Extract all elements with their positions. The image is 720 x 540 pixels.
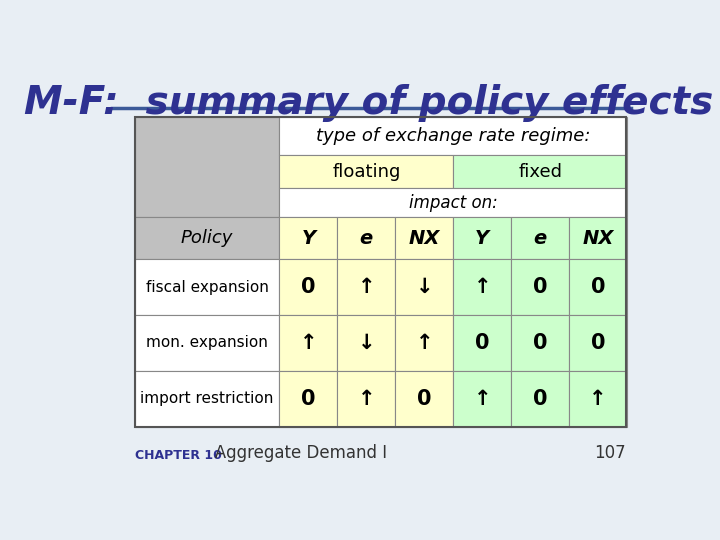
- Text: 0: 0: [533, 333, 547, 353]
- Text: 0: 0: [533, 277, 547, 297]
- Bar: [570, 371, 627, 427]
- Text: type of exchange rate regime:: type of exchange rate regime:: [316, 127, 590, 145]
- Text: NX: NX: [582, 229, 614, 248]
- Text: M-F:  summary of policy effects: M-F: summary of policy effects: [24, 84, 714, 122]
- Bar: [454, 315, 511, 371]
- Text: Policy: Policy: [181, 230, 233, 247]
- Bar: [395, 315, 454, 371]
- Text: 0: 0: [591, 277, 606, 297]
- Text: ↑: ↑: [474, 277, 491, 297]
- Bar: [135, 259, 279, 315]
- Bar: [511, 259, 570, 315]
- Bar: [279, 188, 627, 218]
- Bar: [135, 218, 279, 259]
- Text: import restriction: import restriction: [140, 391, 274, 406]
- Text: mon. expansion: mon. expansion: [146, 335, 268, 350]
- Text: 0: 0: [591, 333, 606, 353]
- Bar: [395, 371, 454, 427]
- Bar: [338, 315, 395, 371]
- Bar: [511, 371, 570, 427]
- Bar: [135, 315, 279, 371]
- Text: ↑: ↑: [474, 389, 491, 409]
- Bar: [135, 371, 279, 427]
- Bar: [454, 156, 627, 188]
- Text: 0: 0: [301, 277, 315, 297]
- Bar: [279, 371, 338, 427]
- Bar: [454, 371, 511, 427]
- Text: ↓: ↓: [358, 333, 375, 353]
- Bar: [511, 315, 570, 371]
- Bar: [279, 315, 338, 371]
- Bar: [454, 218, 511, 259]
- Text: ↑: ↑: [415, 333, 433, 353]
- Text: ↑: ↑: [590, 389, 607, 409]
- Text: ↑: ↑: [358, 277, 375, 297]
- Bar: [395, 259, 454, 315]
- Bar: [279, 259, 338, 315]
- Bar: [338, 259, 395, 315]
- Bar: [338, 218, 395, 259]
- Bar: [279, 218, 338, 259]
- Text: CHAPTER 10: CHAPTER 10: [135, 449, 222, 462]
- Bar: [454, 259, 511, 315]
- Text: 0: 0: [533, 389, 547, 409]
- Text: Y: Y: [302, 229, 315, 248]
- Text: NX: NX: [409, 229, 440, 248]
- Bar: [395, 218, 454, 259]
- Text: Aggregate Demand I: Aggregate Demand I: [199, 444, 387, 462]
- Bar: [570, 218, 627, 259]
- Text: fixed: fixed: [518, 163, 562, 181]
- Text: ↑: ↑: [358, 389, 375, 409]
- Bar: [279, 156, 454, 188]
- Text: ↑: ↑: [300, 333, 318, 353]
- Text: e: e: [360, 229, 373, 248]
- Bar: [511, 218, 570, 259]
- Bar: [135, 117, 279, 218]
- Text: impact on:: impact on:: [409, 194, 498, 212]
- Bar: [135, 117, 626, 427]
- Text: 107: 107: [594, 444, 626, 462]
- Text: 0: 0: [301, 389, 315, 409]
- Bar: [570, 259, 627, 315]
- Bar: [570, 315, 627, 371]
- Text: 0: 0: [475, 333, 490, 353]
- Bar: [279, 117, 627, 156]
- Text: e: e: [534, 229, 547, 248]
- Text: Y: Y: [475, 229, 490, 248]
- Text: floating: floating: [332, 163, 400, 181]
- Text: ↓: ↓: [415, 277, 433, 297]
- Text: 0: 0: [417, 389, 431, 409]
- Text: fiscal expansion: fiscal expansion: [145, 280, 269, 295]
- Bar: [338, 371, 395, 427]
